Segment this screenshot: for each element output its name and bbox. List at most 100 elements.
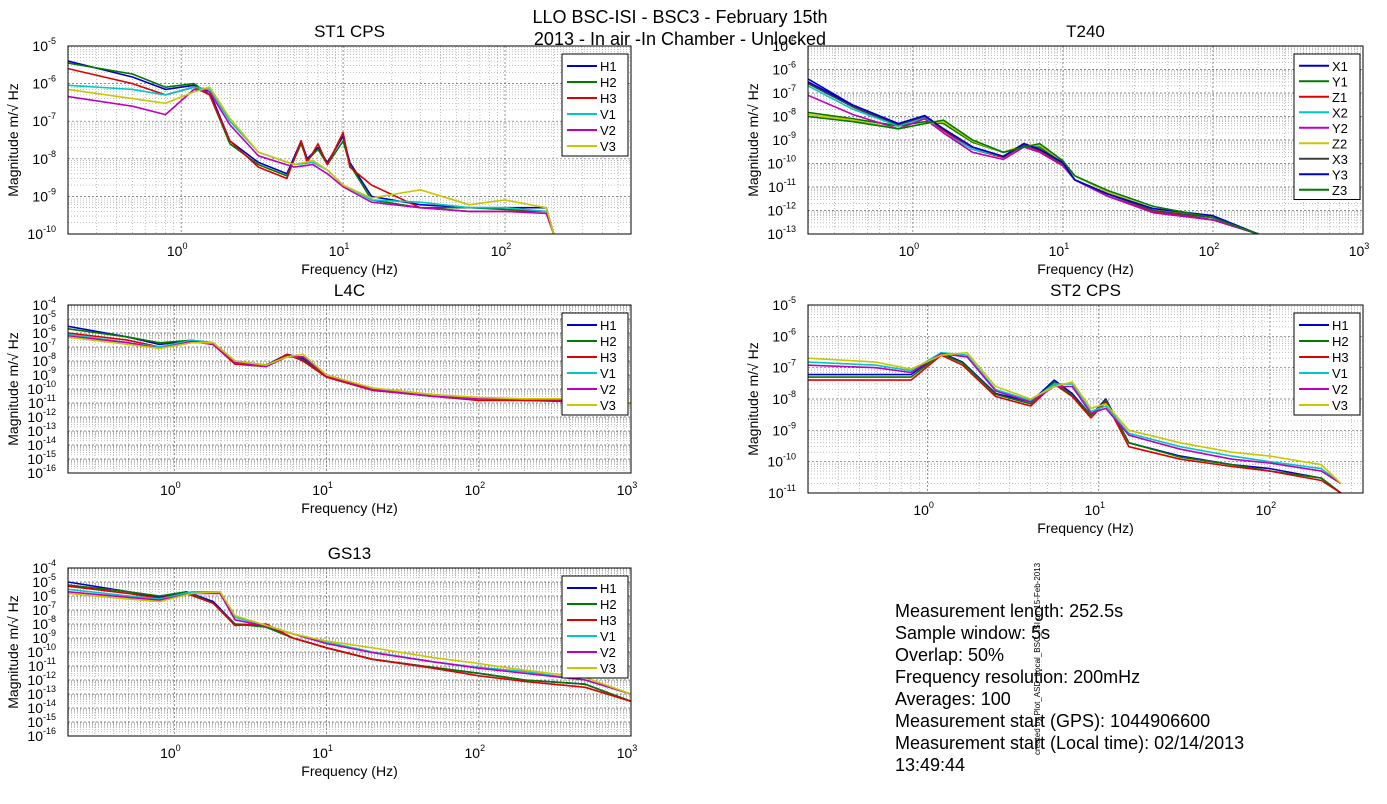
axes-frame — [807, 45, 1364, 235]
major-grid — [68, 305, 631, 473]
y-axis-label: Magnitude m/√ Hz — [5, 595, 21, 709]
legend-label-h3: H3 — [600, 91, 617, 106]
y-axis-label: Magnitude m/√ Hz — [5, 332, 21, 446]
legend-label-z2: Z2 — [1332, 136, 1347, 151]
series-line-h2 — [68, 62, 555, 234]
axes-frame — [807, 304, 1364, 494]
legend-label-h1: H1 — [1332, 318, 1349, 333]
legend-label-v2: V2 — [1332, 382, 1348, 397]
x-axis-label: Frequency (Hz) — [1037, 261, 1133, 277]
y-axis-label: Magnitude m/√ Hz — [5, 83, 21, 197]
legend-label-h3: H3 — [600, 350, 617, 365]
y-tick-label: 10-5 — [772, 295, 796, 313]
y-tick-label: 10-8 — [772, 389, 796, 407]
x-tick-label: 101 — [1049, 241, 1070, 259]
legend-label-y2: Y2 — [1332, 121, 1348, 136]
legend-box — [561, 312, 629, 416]
x-tick-label: 103 — [617, 480, 638, 498]
x-tick-label: 100 — [160, 480, 181, 498]
x-tick-label: 103 — [1349, 241, 1370, 259]
x-tick-label: 101 — [312, 743, 333, 761]
y-tick-label: 10-8 — [32, 149, 56, 167]
legend-label-v1: V1 — [600, 107, 616, 122]
legend-label-v2: V2 — [600, 645, 616, 660]
figure-title-line-1: LLO BSC-ISI - BSC3 - February 15th — [532, 7, 828, 27]
legend-label-v2: V2 — [600, 382, 616, 397]
legend-box — [1293, 312, 1361, 416]
chart-t240: 100 101 102 103 10-13 10-12 10-11 10-10 10-9 10-8… — [745, 22, 1369, 277]
measurement-info-panel: Measurement length: 252.5s Sample window… — [895, 600, 1365, 776]
legend-label-v1: V1 — [600, 629, 616, 644]
legend-label-v3: V3 — [600, 139, 616, 154]
legend-label-h2: H2 — [600, 334, 617, 349]
chart-title: GS13 — [328, 544, 371, 563]
series-line-v3 — [68, 590, 631, 695]
series-group — [68, 60, 555, 234]
x-tick-label: 103 — [617, 743, 638, 761]
chart-title: ST1 CPS — [314, 22, 385, 41]
x-tick-label: 102 — [464, 480, 485, 498]
chart-st2cps: 100 101 102 10-11 10-10 10-9 10-8 10-7 10-6 10-5 S… — [745, 281, 1364, 536]
series-line-v1 — [808, 351, 1342, 485]
series-line-v2 — [68, 88, 555, 234]
legend-label-z3: Z3 — [1332, 183, 1347, 198]
legend-label-y3: Y3 — [1332, 167, 1348, 182]
chart-st1cps: 100 101 102 10-10 10-9 10-8 10-7 10-6 10-5 ST1 CP… — [5, 22, 632, 277]
chart-title: T240 — [1066, 22, 1105, 41]
y-tick-label: 10-10 — [767, 154, 796, 172]
series-line-z3 — [808, 115, 1259, 234]
figure-title-line-2: 2013 - In air -In Chamber - Unlocked — [533, 29, 827, 49]
y-axis-label: Magnitude m/√ Hz — [745, 342, 761, 456]
series-line-v3 — [68, 336, 631, 404]
chart-title: L4C — [334, 281, 365, 300]
y-tick-label: 10-6 — [32, 74, 56, 92]
x-tick-label: 102 — [1256, 500, 1277, 518]
x-tick-label: 100 — [913, 500, 934, 518]
axes-frame — [67, 304, 632, 474]
legend-label-h3: H3 — [600, 613, 617, 628]
legend-box — [561, 53, 629, 157]
y-axis-label: Magnitude m/√ Hz — [745, 83, 761, 197]
x-tick-label: 102 — [1199, 241, 1220, 259]
x-tick-label: 100 — [899, 241, 920, 259]
legend-label-h2: H2 — [1332, 334, 1349, 349]
x-axis-label: Frequency (Hz) — [301, 763, 397, 779]
chart-title: ST2 CPS — [1050, 281, 1121, 300]
legend-label-x3: X3 — [1332, 152, 1348, 167]
series-group — [808, 351, 1342, 493]
legend-label-h2: H2 — [600, 75, 617, 90]
legend-label-h2: H2 — [600, 597, 617, 612]
legend-label-v3: V3 — [1332, 398, 1348, 413]
series-line-v1 — [68, 84, 555, 234]
series-line-y3 — [808, 81, 1259, 234]
created-by-stamp: created by Plot_ASD_Local_BSC_ISI on 15-… — [1033, 562, 1042, 755]
x-tick-label: 100 — [167, 241, 188, 259]
legend-label-h1: H1 — [600, 581, 617, 596]
sample-window: Sample window: 5s — [895, 623, 1051, 643]
measurement-start-local: Measurement start (Local time): 02/14/20… — [895, 733, 1245, 753]
y-tick-label: 10-7 — [772, 358, 796, 376]
series-line-h2 — [808, 352, 1342, 493]
y-tick-label: 10-8 — [772, 107, 796, 125]
averages: Averages: 100 — [895, 689, 1011, 709]
x-tick-label: 102 — [464, 743, 485, 761]
legend-label-z1: Z1 — [1332, 90, 1347, 105]
major-grid — [808, 46, 1363, 234]
y-tick-label: 10-6 — [772, 60, 796, 78]
measurement-start-gps: Measurement start (GPS): 1044906600 — [895, 711, 1211, 731]
axes-frame — [67, 567, 632, 737]
legend-label-y1: Y1 — [1332, 74, 1348, 89]
x-axis-label: Frequency (Hz) — [301, 261, 397, 277]
legend-label-v1: V1 — [600, 366, 616, 381]
measurement-start-local-time: 13:49:44 — [895, 755, 966, 775]
y-tick-label: 10-10 — [767, 452, 796, 470]
y-tick-label: 10-11 — [768, 483, 796, 501]
legend-label-x1: X1 — [1332, 59, 1348, 74]
series-group — [68, 581, 631, 703]
series-line-h3 — [808, 354, 1342, 493]
x-tick-label: 100 — [160, 743, 181, 761]
major-grid — [68, 568, 631, 736]
